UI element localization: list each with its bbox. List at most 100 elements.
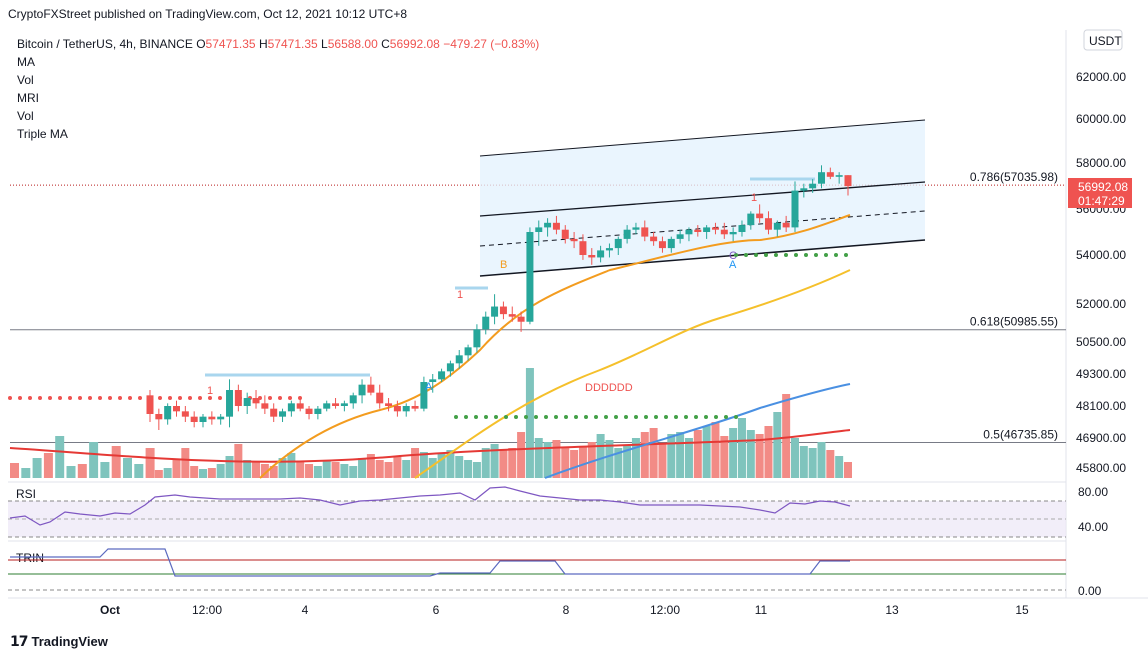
change-value: −479.27 (−0.83%): [443, 37, 540, 51]
volume-bar: [552, 440, 561, 478]
green-signal-dot: [794, 253, 798, 257]
red-signal-dot: [48, 396, 52, 400]
volume-bar: [658, 444, 667, 478]
volume-bar: [100, 462, 110, 478]
currency-label[interactable]: USDT: [1089, 34, 1122, 48]
volume-bar: [782, 394, 791, 478]
candle-body: [340, 403, 348, 406]
rsi-label[interactable]: RSI: [16, 487, 36, 501]
fib-label: 0.5(46735.85): [983, 427, 1058, 441]
rsi-tick-40: 40.00: [1078, 520, 1108, 534]
volume-bar: [207, 468, 216, 478]
candle-body: [226, 390, 234, 417]
green-signal-dot: [654, 415, 658, 419]
candle-body: [658, 241, 666, 249]
candle-body: [270, 408, 278, 417]
candle-body: [181, 411, 189, 417]
red-signal-dot: [88, 396, 92, 400]
volume-bar: [649, 428, 658, 478]
red-signal-dot: [198, 396, 202, 400]
candle-body: [667, 238, 675, 249]
indicator-triple-ma[interactable]: Triple MA: [17, 127, 68, 141]
indicator-vol-2[interactable]: Vol: [17, 109, 34, 123]
indicator-ma[interactable]: MA: [17, 55, 35, 69]
green-signal-dot: [614, 415, 618, 419]
fib-label: 0.786(57035.98): [970, 170, 1058, 184]
indicator-mri[interactable]: MRI: [17, 91, 39, 105]
time-tick: Oct: [100, 603, 120, 617]
volume-bar: [587, 442, 596, 478]
time-tick: 4: [302, 603, 309, 617]
candle-body: [234, 390, 242, 406]
candle-body: [420, 382, 428, 409]
candle-body: [287, 403, 295, 412]
green-signal-dot: [464, 415, 468, 419]
volume-bar: [349, 466, 358, 478]
countdown-label: 01:47:29: [1078, 194, 1125, 208]
volume-bar: [790, 438, 799, 478]
rsi-line: [9, 486, 851, 526]
volume-bar: [366, 454, 375, 478]
green-signal-dot: [564, 415, 568, 419]
red-signal-dot: [268, 396, 272, 400]
low-label: L: [321, 37, 328, 51]
green-signal-dot: [714, 415, 718, 419]
red-signal-dot: [38, 396, 42, 400]
red-signal-dot: [128, 396, 132, 400]
open-value: 57471.35: [205, 37, 256, 51]
volume-bar: [437, 454, 446, 478]
red-signal-dot: [278, 396, 282, 400]
volume-bar: [764, 426, 773, 478]
volume-bar: [481, 448, 490, 478]
green-signal-dot: [834, 253, 838, 257]
candle-body: [199, 416, 207, 422]
candle-body: [517, 316, 525, 322]
candle-body: [703, 227, 711, 232]
red-signal-dot: [108, 396, 112, 400]
candle-body: [482, 316, 490, 330]
volume-bar: [145, 448, 155, 478]
volume-bar: [55, 436, 65, 478]
close-label: C: [381, 37, 390, 51]
channel-mid-line: [479, 181, 926, 217]
time-axis[interactable]: Oct 12:00 4 6 8 12:00 11 13 15: [100, 603, 1029, 617]
volume-bar: [631, 438, 640, 478]
red-signal-dot: [68, 396, 72, 400]
volume-bar: [667, 434, 676, 478]
trin-tick-0: 0.00: [1078, 584, 1102, 598]
channel-fill: [480, 120, 925, 276]
volume-bar: [163, 468, 172, 478]
indicator-vol[interactable]: Vol: [17, 73, 34, 87]
red-signal-dot: [98, 396, 102, 400]
price-tick: 48100.00: [1076, 399, 1126, 413]
candle-body: [402, 406, 410, 412]
price-axis[interactable]: 62000.0060000.0058000.0056000.0054000.00…: [1076, 70, 1126, 475]
green-signal-dot: [824, 253, 828, 257]
tradingview-logo-icon: 𝟭𝟳: [10, 633, 29, 649]
volume-bar: [702, 426, 711, 478]
candle-body: [844, 175, 852, 187]
green-signal-dot: [734, 253, 738, 257]
chart-annotation: 1: [751, 192, 757, 204]
currency-box[interactable]: [1083, 29, 1123, 51]
red-signal-dot: [288, 396, 292, 400]
candle-body: [791, 190, 799, 228]
candle-body: [367, 384, 375, 393]
volume-bar: [534, 438, 543, 478]
trin-label[interactable]: TRIN: [16, 551, 44, 565]
candle-body: [208, 416, 216, 420]
time-tick: 12:00: [650, 603, 680, 617]
tradingview-brand: TradingView: [31, 634, 108, 649]
candle-body: [243, 398, 251, 406]
chart-legend: Bitcoin / TetherUS, 4h, BINANCE O 57471.3…: [17, 35, 539, 143]
volume-bar: [340, 464, 349, 478]
chart-annotation: C: [729, 250, 737, 262]
candle-body: [764, 218, 772, 230]
volume-bar: [773, 412, 782, 478]
candle-body: [155, 414, 163, 420]
symbol-title[interactable]: Bitcoin / TetherUS, 4h, BINANCE: [17, 37, 193, 51]
high-value: 57471.35: [267, 37, 318, 51]
tradingview-footer[interactable]: 𝟭𝟳 TradingView: [10, 633, 108, 650]
candle-body: [694, 229, 702, 232]
